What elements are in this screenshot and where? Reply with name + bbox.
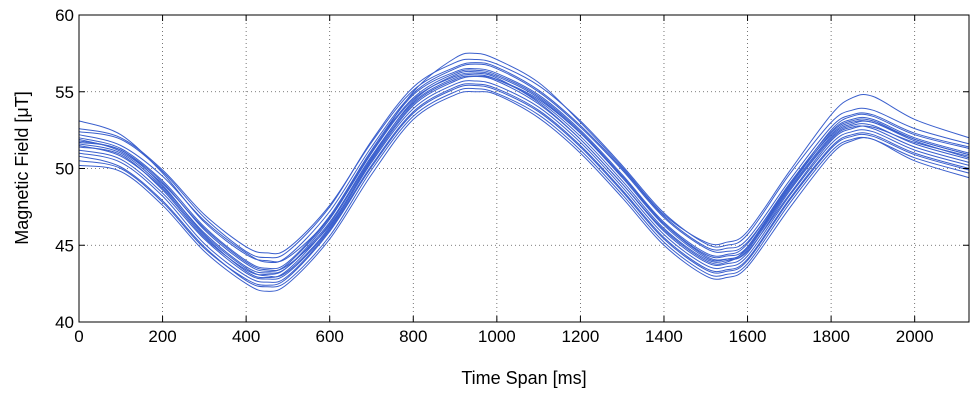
series-line-8 (78, 52, 970, 263)
x-tick-label: 400 (232, 327, 260, 346)
series-line-13 (78, 62, 970, 255)
series-line-3 (78, 80, 970, 280)
series-line-5 (78, 87, 970, 288)
series-line-14 (78, 70, 970, 279)
data-lines (78, 52, 970, 292)
x-tick-label: 600 (316, 327, 344, 346)
series-line-16 (78, 84, 970, 286)
x-tick-label: 1400 (645, 327, 683, 346)
y-tick-label: 55 (55, 83, 74, 102)
y-tick-label: 60 (55, 6, 74, 25)
x-tick-label: 2000 (896, 327, 934, 346)
axis-ticks: 0 200 400 600 800 1000 1200 1400 1600 1800 2000 40 4… (55, 6, 969, 346)
x-tick-label: 800 (399, 327, 427, 346)
y-tick-label: 40 (55, 313, 74, 332)
x-tick-label: 1800 (812, 327, 850, 346)
series-line-2 (78, 67, 970, 270)
x-axis-title: Time Span [ms] (461, 368, 586, 388)
series-line-4 (78, 58, 970, 259)
series-line-9 (78, 91, 970, 292)
x-tick-label: 1600 (729, 327, 767, 346)
series-line-11 (78, 75, 970, 278)
x-tick-label: 1200 (561, 327, 599, 346)
x-tick-label: 1000 (478, 327, 516, 346)
y-axis-title: Magnetic Field [μT] (12, 91, 32, 244)
series-line-10 (78, 63, 970, 264)
series-line-15 (78, 69, 970, 272)
series-line-7 (78, 72, 970, 276)
y-tick-label: 45 (55, 236, 74, 255)
x-tick-label: 0 (74, 327, 83, 346)
y-tick-label: 50 (55, 160, 74, 179)
x-tick-label: 200 (148, 327, 176, 346)
series-line-12 (78, 83, 970, 283)
